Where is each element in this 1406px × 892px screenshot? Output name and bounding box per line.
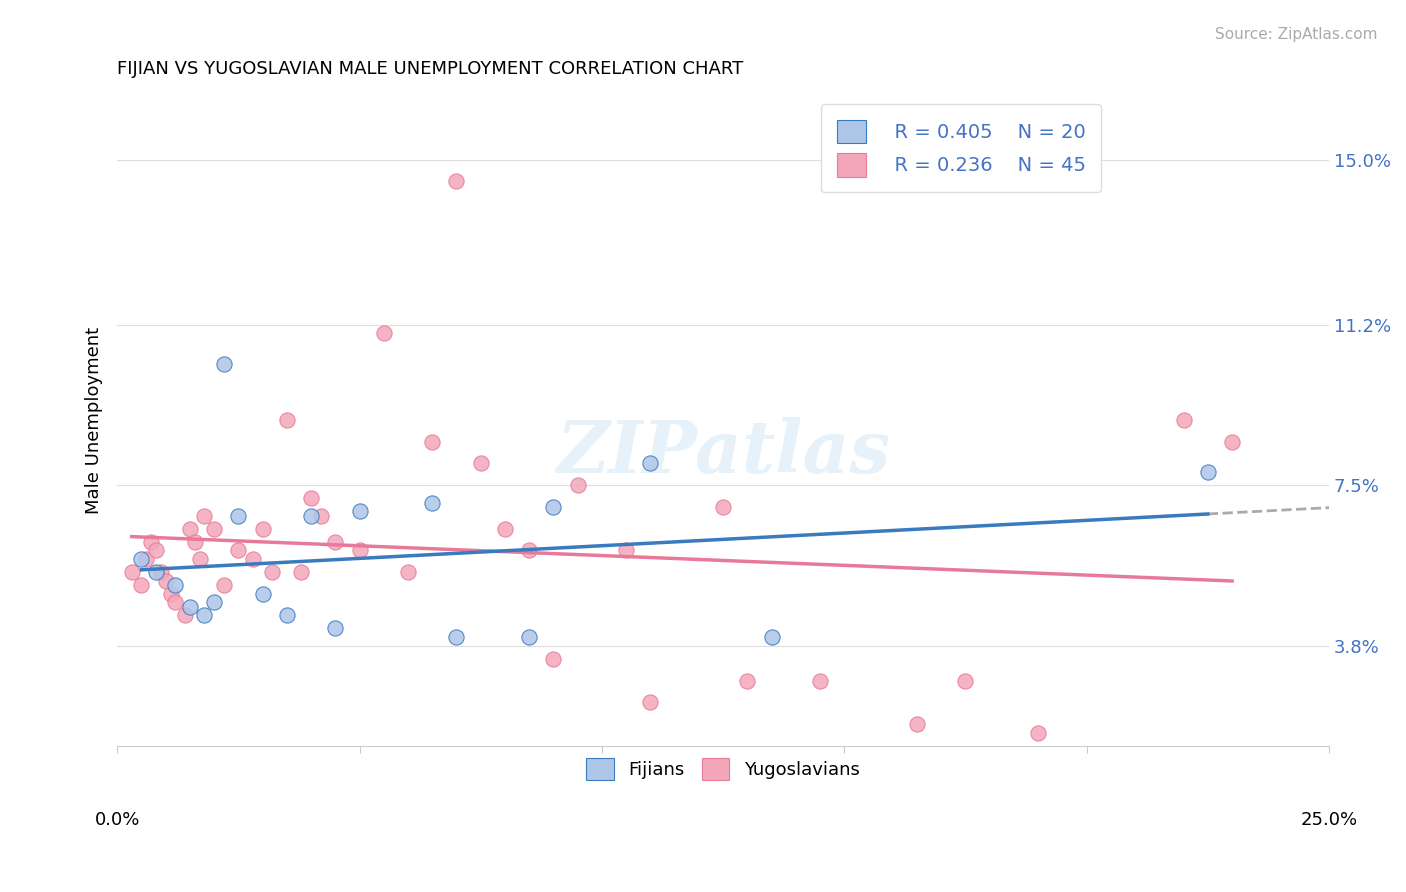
- Point: [905, 717, 928, 731]
- Point: [202, 595, 225, 609]
- Text: 25.0%: 25.0%: [1301, 811, 1358, 829]
- Point: [276, 413, 298, 427]
- Y-axis label: Male Unemployment: Male Unemployment: [86, 326, 103, 514]
- Point: [212, 578, 235, 592]
- Point: [614, 543, 637, 558]
- Point: [640, 457, 662, 471]
- Point: [761, 630, 783, 644]
- Point: [188, 552, 211, 566]
- Point: [179, 522, 201, 536]
- Point: [131, 578, 153, 592]
- Point: [290, 565, 312, 579]
- Point: [202, 522, 225, 536]
- Point: [145, 543, 167, 558]
- Point: [121, 565, 143, 579]
- Point: [165, 578, 187, 592]
- Point: [420, 434, 443, 449]
- Point: [276, 608, 298, 623]
- Point: [711, 500, 734, 514]
- Point: [323, 534, 346, 549]
- Point: [242, 552, 264, 566]
- Point: [149, 565, 172, 579]
- Point: [349, 543, 371, 558]
- Point: [299, 508, 322, 523]
- Point: [193, 608, 215, 623]
- Point: [252, 522, 274, 536]
- Point: [808, 673, 831, 688]
- Point: [323, 622, 346, 636]
- Point: [446, 630, 468, 644]
- Point: [145, 565, 167, 579]
- Text: 0.0%: 0.0%: [94, 811, 139, 829]
- Point: [1173, 413, 1195, 427]
- Legend: Fijians, Yugoslavians: Fijians, Yugoslavians: [578, 748, 869, 789]
- Point: [543, 500, 565, 514]
- Point: [184, 534, 207, 549]
- Point: [309, 508, 332, 523]
- Point: [1026, 725, 1049, 739]
- Point: [955, 673, 977, 688]
- Point: [567, 478, 589, 492]
- Point: [494, 522, 516, 536]
- Point: [179, 599, 201, 614]
- Point: [446, 174, 468, 188]
- Point: [420, 495, 443, 509]
- Point: [262, 565, 284, 579]
- Point: [159, 587, 181, 601]
- Point: [155, 574, 177, 588]
- Point: [139, 534, 162, 549]
- Text: Source: ZipAtlas.com: Source: ZipAtlas.com: [1215, 27, 1378, 42]
- Text: ZIPatlas: ZIPatlas: [555, 417, 890, 488]
- Point: [299, 491, 322, 506]
- Point: [543, 652, 565, 666]
- Point: [135, 552, 157, 566]
- Point: [228, 508, 250, 523]
- Point: [1220, 434, 1243, 449]
- Point: [396, 565, 419, 579]
- Text: FIJIAN VS YUGOSLAVIAN MALE UNEMPLOYMENT CORRELATION CHART: FIJIAN VS YUGOSLAVIAN MALE UNEMPLOYMENT …: [117, 60, 744, 78]
- Point: [1197, 465, 1219, 479]
- Point: [373, 326, 395, 341]
- Point: [165, 595, 187, 609]
- Point: [174, 608, 197, 623]
- Point: [349, 504, 371, 518]
- Point: [252, 587, 274, 601]
- Point: [517, 630, 540, 644]
- Point: [640, 695, 662, 709]
- Point: [517, 543, 540, 558]
- Point: [131, 552, 153, 566]
- Point: [737, 673, 759, 688]
- Point: [212, 357, 235, 371]
- Point: [470, 457, 492, 471]
- Point: [193, 508, 215, 523]
- Point: [228, 543, 250, 558]
